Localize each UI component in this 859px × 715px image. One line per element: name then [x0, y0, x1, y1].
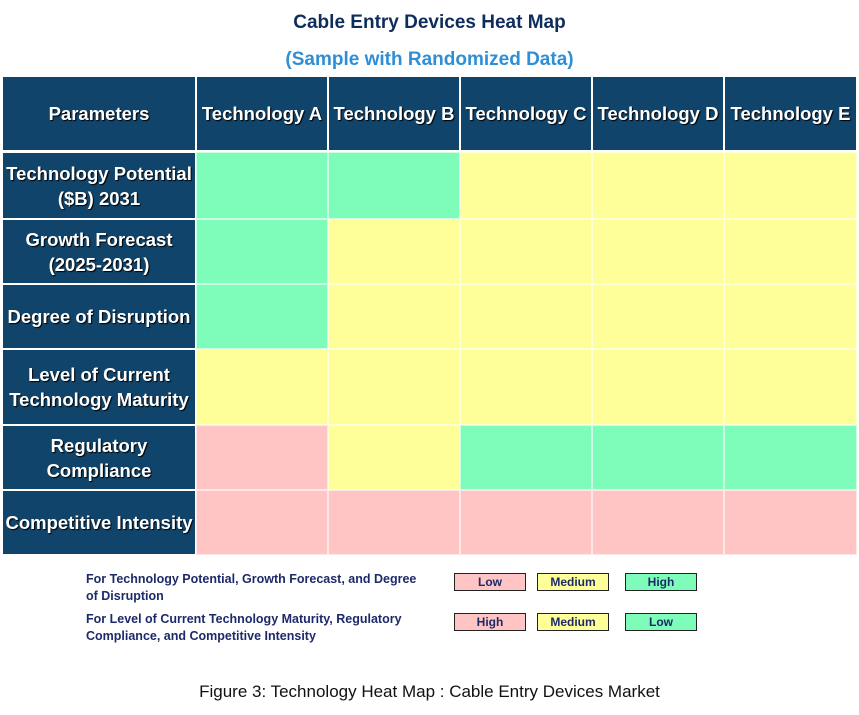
- row-header: Technology Potential ($B) 2031: [2, 152, 196, 219]
- legend-swatch: Medium: [537, 613, 609, 631]
- heat-cell: [460, 284, 592, 349]
- heat-cell: [328, 425, 460, 490]
- column-header-label: Technology C: [465, 103, 587, 124]
- heat-cell: [592, 425, 724, 490]
- heat-cell: [328, 349, 460, 425]
- legend-swatch: Low: [454, 573, 526, 591]
- column-header: Technology E: [724, 76, 857, 151]
- heat-cell: [592, 284, 724, 349]
- corner-header: Parameters: [2, 76, 196, 151]
- column-header: Technology C: [460, 76, 592, 151]
- column-header-label: Technology D: [597, 103, 719, 124]
- row-header-label: Regulatory Compliance: [46, 434, 152, 481]
- heat-cell: [592, 219, 724, 284]
- column-header-label: Technology E: [730, 103, 851, 124]
- heat-cell: [724, 152, 857, 219]
- heat-cell: [724, 349, 857, 425]
- heat-cell: [328, 152, 460, 219]
- legend-description: For Level of Current Technology Maturity…: [86, 612, 402, 643]
- row-header-label: Level of Current Technology Maturity: [9, 364, 189, 410]
- column-header: Technology B: [328, 76, 460, 151]
- row-header-label: Technology Potential ($B) 2031: [6, 162, 192, 209]
- row-header: Level of Current Technology Maturity: [2, 349, 196, 425]
- row-header: Growth Forecast (2025-2031): [2, 219, 196, 284]
- heat-cell: [592, 152, 724, 219]
- column-header: Technology D: [592, 76, 724, 151]
- heat-cell: [196, 490, 328, 555]
- heat-cell: [460, 425, 592, 490]
- heat-cell: [196, 152, 328, 219]
- heat-cell: [460, 349, 592, 425]
- heat-cell: [592, 490, 724, 555]
- heat-cell: [196, 284, 328, 349]
- heat-cell: [592, 349, 724, 425]
- heat-cell: [328, 219, 460, 284]
- heat-cell: [328, 490, 460, 555]
- chart-title: Cable Entry Devices Heat Map: [293, 12, 566, 33]
- heat-cell: [724, 219, 857, 284]
- legend-swatch: Low: [625, 613, 697, 631]
- heat-cell: [460, 152, 592, 219]
- heat-cell: [196, 219, 328, 284]
- heat-cell: [196, 425, 328, 490]
- row-header: Regulatory Compliance: [2, 425, 196, 490]
- heat-cell: [460, 490, 592, 555]
- row-header: Competitive Intensity: [2, 490, 196, 555]
- row-header-label: Competitive Intensity: [5, 512, 193, 533]
- legend-swatch: High: [625, 573, 697, 591]
- heat-cell: [724, 425, 857, 490]
- heat-cell: [196, 349, 328, 425]
- corner-header-label: Parameters: [48, 103, 150, 124]
- heat-cell: [724, 284, 857, 349]
- figure-caption: Figure 3: Technology Heat Map : Cable En…: [199, 682, 660, 701]
- heat-cell: [328, 284, 460, 349]
- row-header-label: Degree of Disruption: [7, 306, 191, 327]
- column-header: Technology A: [196, 76, 328, 151]
- heat-cell: [724, 490, 857, 555]
- legend-swatch: High: [454, 613, 526, 631]
- row-header: Degree of Disruption: [2, 284, 196, 349]
- heat-cell: [460, 219, 592, 284]
- column-header-label: Technology B: [333, 103, 455, 124]
- legend-description: For Technology Potential, Growth Forecas…: [86, 572, 417, 603]
- row-header-label: Growth Forecast (2025-2031): [25, 228, 173, 275]
- legend-swatch: Medium: [537, 573, 609, 591]
- chart-subtitle: (Sample with Randomized Data): [285, 49, 574, 70]
- column-header-label: Technology A: [201, 103, 323, 124]
